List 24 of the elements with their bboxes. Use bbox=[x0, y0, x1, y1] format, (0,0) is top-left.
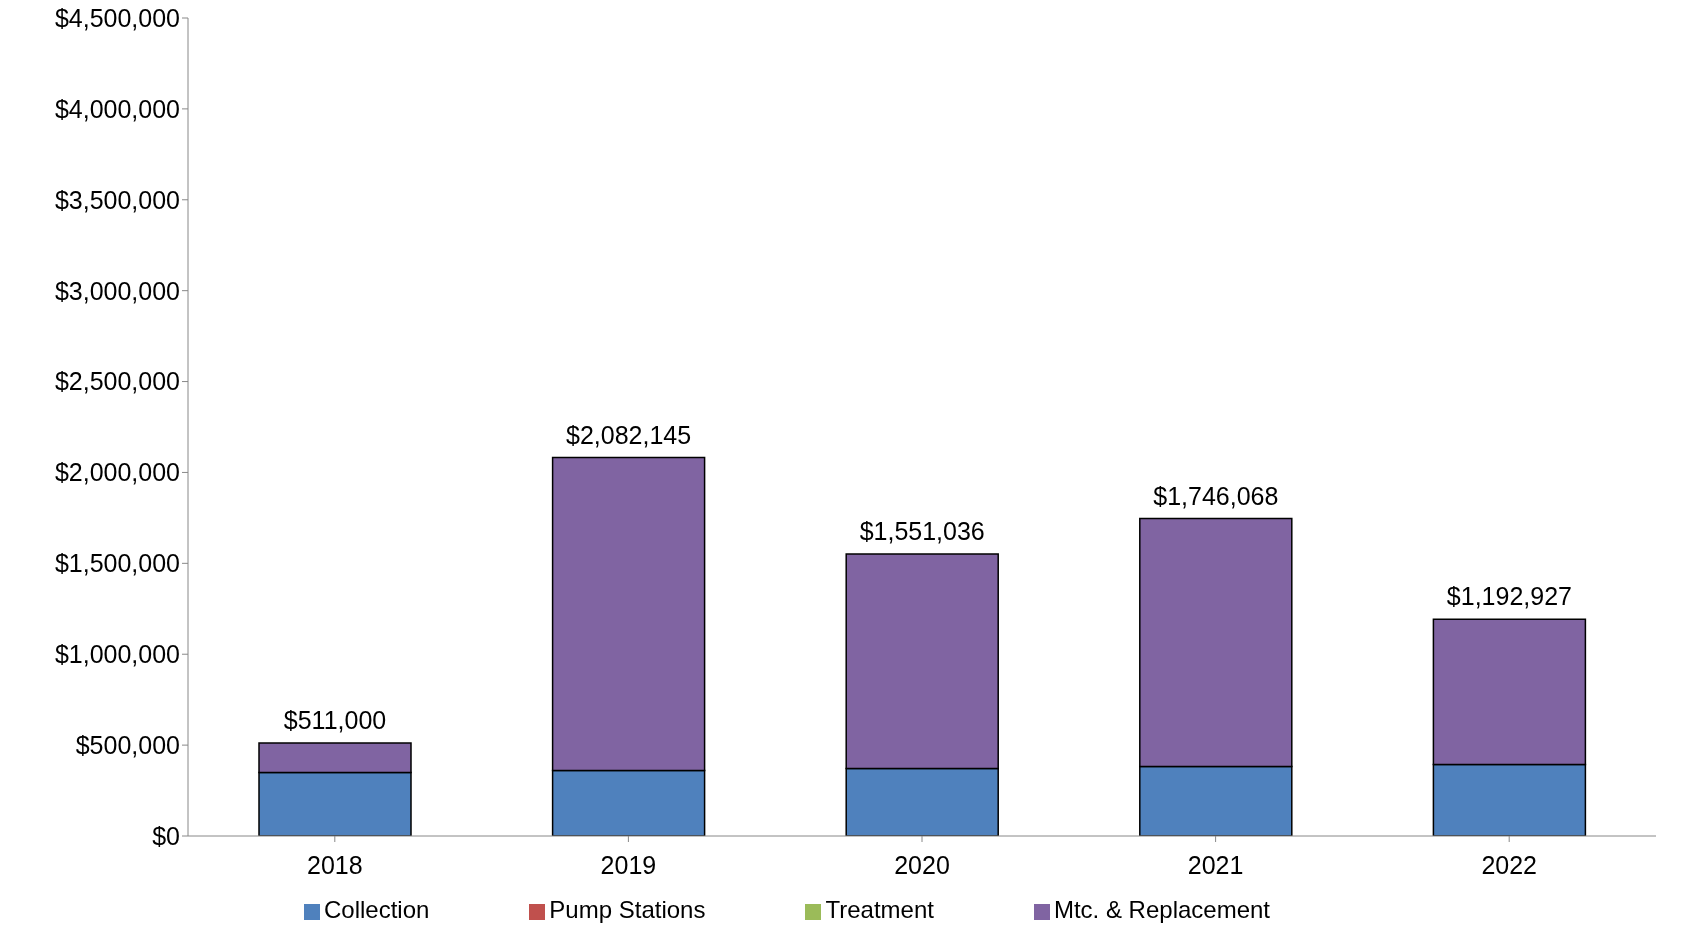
y-tick-label: $500,000 bbox=[75, 730, 180, 759]
x-tick-label: 2020 bbox=[894, 850, 950, 879]
y-tick-label: $3,500,000 bbox=[54, 185, 180, 214]
y-tick-label: $0 bbox=[152, 821, 180, 850]
legend-label: Mtc. & Replacement bbox=[1053, 896, 1271, 923]
y-tick-label: $2,000,000 bbox=[54, 458, 180, 487]
x-tick-label: 2021 bbox=[1187, 850, 1244, 879]
y-tick-label: $4,500,000 bbox=[54, 3, 180, 32]
total-label: $1,192,927 bbox=[1446, 582, 1572, 611]
legend-label: Collection bbox=[323, 896, 430, 923]
total-label: $1,746,068 bbox=[1153, 481, 1279, 510]
x-tick-label: 2022 bbox=[1481, 850, 1538, 879]
x-tick-label: 2019 bbox=[600, 850, 657, 879]
total-label: $2,082,145 bbox=[566, 420, 692, 449]
total-label: $1,551,036 bbox=[859, 517, 985, 546]
y-tick-label: $4,000,000 bbox=[54, 94, 180, 123]
legend-label: Treatment bbox=[825, 896, 934, 923]
x-tick-label: 2018 bbox=[306, 850, 363, 879]
total-label: $511,000 bbox=[283, 706, 387, 735]
y-tick-label: $3,000,000 bbox=[54, 276, 180, 305]
y-tick-label: $1,500,000 bbox=[54, 549, 180, 578]
y-tick-label: $1,000,000 bbox=[54, 640, 180, 669]
legend-label: Pump Stations bbox=[549, 896, 706, 923]
y-tick-label: $2,500,000 bbox=[54, 367, 180, 396]
